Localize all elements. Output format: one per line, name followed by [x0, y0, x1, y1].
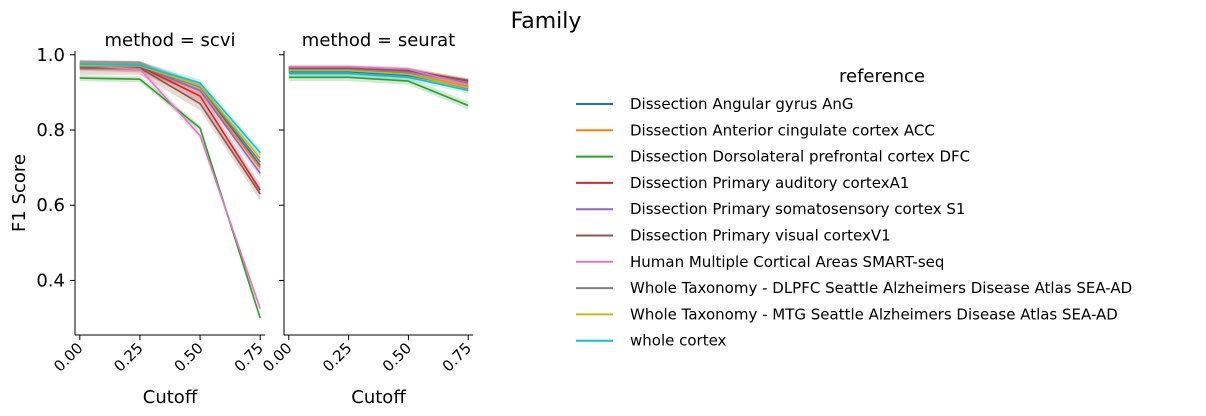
series-line — [288, 66, 469, 86]
y-tick-label: 0.8 — [36, 120, 65, 141]
confidence-bands — [79, 59, 261, 322]
legend-label: whole cortex — [630, 332, 727, 350]
legend-item: whole cortex — [576, 332, 727, 350]
series-line — [79, 63, 261, 154]
x-tick-label: 0.50 — [379, 339, 415, 375]
legend-label: Whole Taxonomy - MTG Seattle Alzheimers … — [630, 305, 1118, 323]
legend-item: Dissection Anterior cingulate cortex ACC — [576, 121, 935, 139]
legend-label: Human Multiple Cortical Areas SMART-seq — [630, 253, 944, 271]
confidence-band — [79, 75, 261, 322]
legend-item: Dissection Dorsolateral prefrontal corte… — [576, 148, 970, 166]
series-line — [288, 76, 469, 107]
figure-title: Family — [511, 9, 582, 34]
series-lines — [79, 63, 261, 319]
legend-label: Dissection Primary auditory cortexA1 — [630, 174, 909, 192]
legend: reference Dissection Angular gyrus AnG Dis… — [576, 66, 1132, 350]
legend-title: reference — [839, 66, 925, 87]
confidence-band — [288, 70, 469, 94]
panel-title: method = seurat — [302, 30, 455, 51]
y-tick-label: 0.6 — [36, 195, 65, 216]
legend-item: Dissection Primary somatosensory cortex … — [576, 200, 965, 218]
x-tick-label: 0.00 — [50, 339, 86, 375]
series-line — [288, 67, 469, 82]
x-tick-label: 0.75 — [439, 339, 475, 375]
x-tick-label: 0.75 — [231, 339, 267, 375]
legend-label: Dissection Dorsolateral prefrontal corte… — [630, 148, 970, 166]
series-line — [288, 72, 469, 92]
legend-label: Dissection Angular gyrus AnG — [630, 95, 853, 113]
x-tick-label: 0.25 — [110, 339, 146, 375]
series-lines — [288, 66, 469, 107]
panel-scvi: method = scvi 0.4 0.6 0.8 1.0 0.00 0.25 0.50 0.7… — [9, 30, 267, 408]
legend-item: Dissection Primary auditory cortexA1 — [576, 174, 909, 192]
legend-label: Dissection Primary visual cortexV1 — [630, 227, 891, 245]
y-tick-label: 0.4 — [36, 270, 65, 291]
legend-item: Dissection Angular gyrus AnG — [576, 95, 853, 113]
legend-label: Whole Taxonomy - DLPFC Seattle Alzheimer… — [630, 279, 1132, 297]
legend-item: Whole Taxonomy - DLPFC Seattle Alzheimer… — [576, 279, 1132, 297]
panel-seurat: method = seurat 0.00 0.25 0.50 0.75 Cutoff — [259, 30, 475, 408]
series-line — [79, 77, 261, 319]
confidence-band — [79, 61, 261, 201]
x-tick-label: 0.50 — [171, 339, 207, 375]
x-tick-label: 0.25 — [319, 339, 355, 375]
y-tick-label: 1.0 — [36, 45, 65, 66]
legend-label: Dissection Anterior cingulate cortex ACC — [630, 121, 935, 139]
panel-title: method = scvi — [105, 30, 236, 51]
series-line — [79, 64, 261, 309]
x-tick-label: 0.00 — [259, 339, 295, 375]
legend-item: Whole Taxonomy - MTG Seattle Alzheimers … — [576, 305, 1118, 323]
confidence-band — [288, 66, 469, 90]
legend-item: Human Multiple Cortical Areas SMART-seq — [576, 253, 944, 271]
legend-label: Dissection Primary somatosensory cortex … — [630, 200, 965, 218]
legend-item: Dissection Primary visual cortexV1 — [576, 227, 891, 245]
confidence-band — [79, 59, 261, 196]
y-axis-label: F1 Score — [9, 154, 30, 232]
series-line — [79, 64, 261, 159]
series-line — [288, 69, 469, 89]
confidence-band — [79, 60, 261, 157]
confidence-band — [79, 61, 261, 313]
x-axis-label: Cutoff — [351, 387, 406, 408]
x-axis-label: Cutoff — [143, 387, 198, 408]
